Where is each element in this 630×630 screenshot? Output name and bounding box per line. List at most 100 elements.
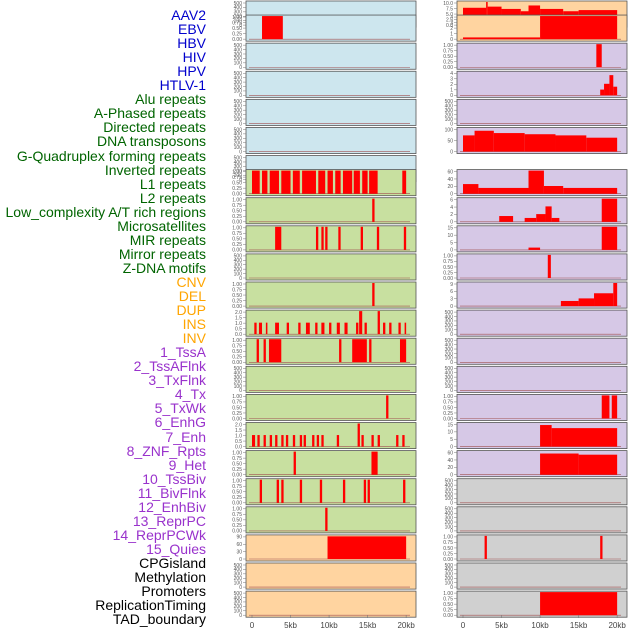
data-bar xyxy=(486,2,488,26)
y-tick-label: 1.5 xyxy=(235,315,242,321)
y-tick-label: 1.00 xyxy=(443,535,453,541)
y-tick-label: 2.0 xyxy=(235,422,242,428)
data-bar xyxy=(263,435,266,447)
y-tick-label: 500 xyxy=(234,366,243,372)
data-bar xyxy=(594,293,614,307)
y-tick-label: 200 xyxy=(445,379,454,385)
y-tick-label: 0.25 xyxy=(232,186,242,192)
y-tick-label: 0.00 xyxy=(232,360,242,366)
y-tick-label: 0 xyxy=(450,121,453,127)
panel-background xyxy=(456,98,628,126)
y-tick-label: 0.25 xyxy=(232,495,242,501)
y-tick-label: 100 xyxy=(445,356,454,362)
y-tick-label: 0.25 xyxy=(232,467,242,473)
panel-background xyxy=(245,225,417,253)
track-label: L1 repeats xyxy=(139,175,206,192)
y-tick-label: 2 xyxy=(450,82,453,88)
data-bar xyxy=(258,322,263,335)
data-bar xyxy=(299,435,303,447)
y-tick-label: 100 xyxy=(445,117,454,123)
panel-background xyxy=(456,70,628,98)
y-tick-label: 20 xyxy=(447,465,453,471)
track-labels: AAV2 EBV HBV HIV HPV HTLV-1 Alu repeats A-Phase… xyxy=(0,0,207,630)
x-tick-label: 5kb xyxy=(284,621,297,630)
y-tick-label: 0 xyxy=(239,388,242,394)
y-tick-label: 100 xyxy=(445,127,454,133)
track-label: HPV xyxy=(177,63,206,80)
y-tick-label: 4 xyxy=(450,205,453,211)
y-tick-label: 500 xyxy=(445,338,454,344)
data-bar xyxy=(269,435,273,447)
y-tick-label: 500 xyxy=(445,310,454,316)
y-tick-label: 0.5 xyxy=(235,439,242,445)
data-bar xyxy=(275,226,282,250)
y-tick-label: 2 xyxy=(450,26,453,32)
y-tick-label: 500 xyxy=(234,155,243,161)
left-panel: 2.01.51.00.50.0 xyxy=(235,309,417,338)
data-bar xyxy=(560,300,579,307)
y-tick-label: 1.00 xyxy=(232,479,242,485)
y-tick-label: 0 xyxy=(239,23,242,29)
track-label: 7_Enh xyxy=(165,428,206,445)
y-tick-label: 200 xyxy=(234,14,243,20)
y-tick-label: 0 xyxy=(239,557,242,563)
y-tick-label: 0 xyxy=(450,37,453,43)
track-label: 9_Het xyxy=(168,456,206,473)
y-tick-label: 300 xyxy=(445,572,454,578)
left-panel: 1.000.750.500.250.00 xyxy=(232,478,417,507)
data-bar xyxy=(364,322,367,335)
data-bar xyxy=(371,451,378,475)
data-bar xyxy=(293,451,296,475)
y-tick-label: 0.00 xyxy=(232,248,242,254)
y-tick-label: 200 xyxy=(234,379,243,385)
track-label: Directed repeats xyxy=(103,119,206,136)
data-bar xyxy=(551,217,560,222)
y-tick-label: 0.50 xyxy=(443,546,453,552)
y-tick-label: 1.00 xyxy=(232,394,242,400)
data-bar xyxy=(281,479,284,503)
y-tick-label: 1.00 xyxy=(443,43,453,49)
y-tick-label: 0.00 xyxy=(232,37,242,43)
panel-background xyxy=(245,562,417,590)
y-tick-label: 500 xyxy=(445,99,454,105)
data-bar xyxy=(276,479,279,503)
y-tick-label: 0.75 xyxy=(443,596,453,602)
data-bar xyxy=(398,322,401,335)
data-bar xyxy=(555,135,587,152)
panel-background xyxy=(245,393,417,421)
y-tick-label: 0 xyxy=(450,501,453,507)
y-tick-label: 1.00 xyxy=(232,198,242,204)
track-label: 3_TxFlnk xyxy=(148,372,206,389)
y-tick-label: 400 xyxy=(445,342,454,348)
data-bar xyxy=(403,226,407,250)
y-tick-label: 0.00 xyxy=(232,192,242,198)
y-tick-label: 300 xyxy=(234,10,243,16)
data-bar xyxy=(339,339,342,363)
data-bar xyxy=(478,187,529,194)
y-tick-label: 1.0 xyxy=(235,321,242,327)
panel-background xyxy=(456,309,628,337)
data-bar xyxy=(493,133,525,152)
data-bar xyxy=(596,44,602,68)
y-tick-label: 300 xyxy=(445,347,454,353)
left-panel: 1.000.750.500.250.00 xyxy=(232,225,417,254)
track-label: HIV xyxy=(182,49,206,66)
data-bar xyxy=(336,435,340,447)
y-tick-label: 0.50 xyxy=(232,26,242,32)
y-tick-label: 400 xyxy=(234,75,243,81)
y-tick-label: 0.75 xyxy=(232,175,242,181)
panel-background xyxy=(245,98,417,126)
y-tick-label: 0.00 xyxy=(232,501,242,507)
y-tick-label: 0.25 xyxy=(443,551,453,557)
y-tick-label: 300 xyxy=(445,515,454,521)
y-tick-label: 200 xyxy=(445,520,454,526)
data-bar xyxy=(609,75,614,96)
y-tick-label: 0.00 xyxy=(443,416,453,422)
data-bar xyxy=(362,170,368,194)
data-bar xyxy=(499,216,514,222)
